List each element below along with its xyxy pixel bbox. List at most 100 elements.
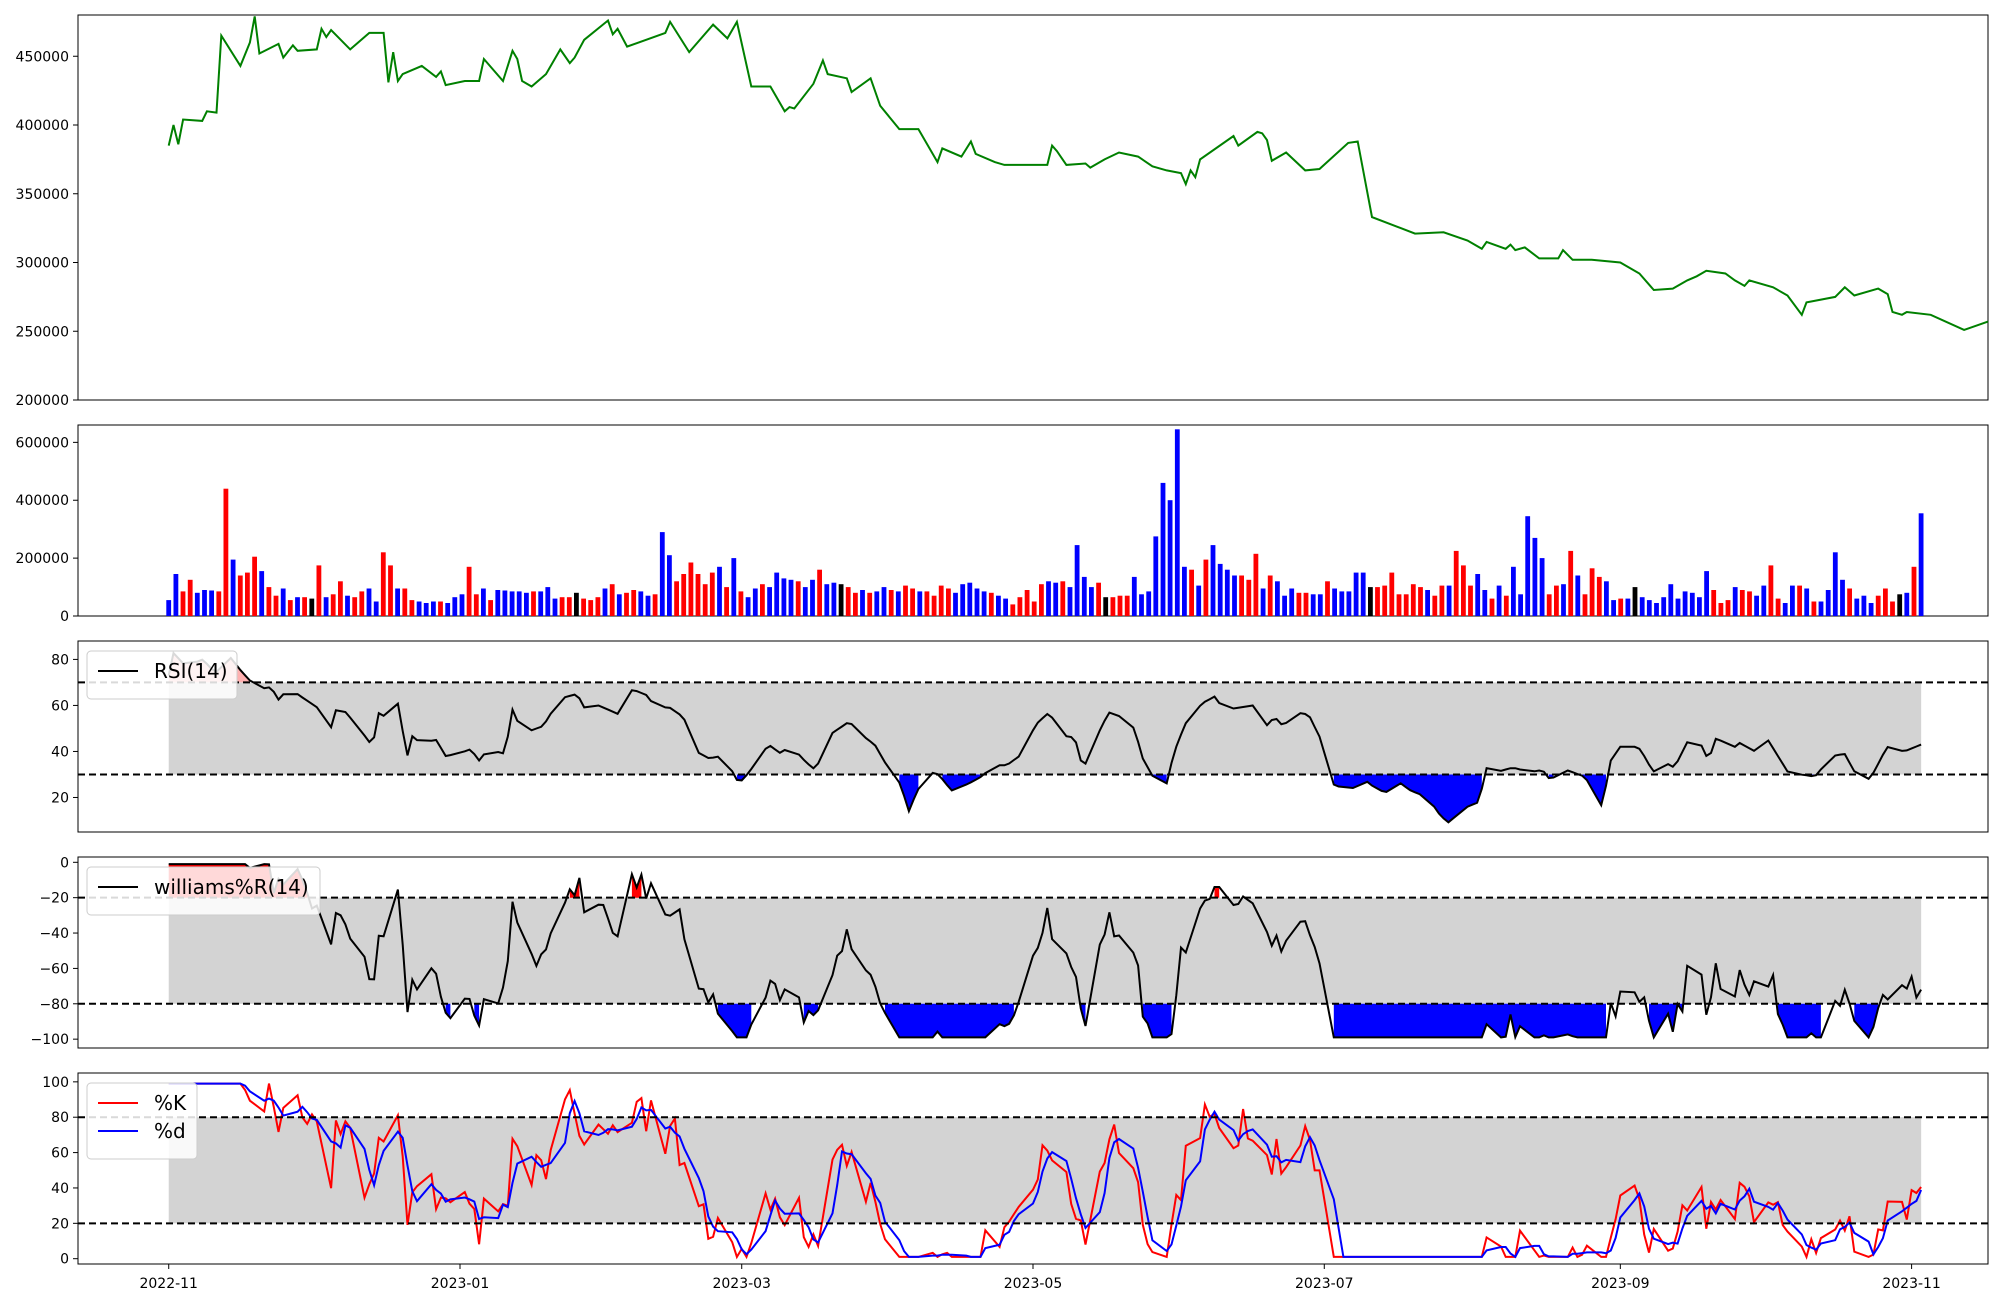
volume-bar bbox=[395, 588, 400, 616]
volume-bar bbox=[1475, 574, 1481, 616]
volume-bar bbox=[245, 572, 250, 616]
volume-bar bbox=[509, 591, 515, 616]
williams-ytick-label: −20 bbox=[39, 891, 69, 907]
volume-bar bbox=[1403, 594, 1409, 616]
price-panel-frame bbox=[77, 14, 1989, 401]
volume-bar bbox=[1046, 581, 1051, 616]
volume-bar bbox=[767, 587, 772, 616]
volume-bar bbox=[1697, 597, 1702, 616]
volume-bar bbox=[1739, 590, 1745, 616]
volume-bar bbox=[788, 579, 794, 616]
volume-bar bbox=[531, 591, 536, 616]
williams-oversold-fill bbox=[474, 1003, 480, 1026]
volume-bar bbox=[1174, 429, 1180, 616]
volume-bar bbox=[659, 532, 665, 616]
volume-bar bbox=[1546, 594, 1552, 616]
volume-bar bbox=[1039, 584, 1044, 616]
volume-bar bbox=[1489, 598, 1495, 616]
williams-panel: −100 −80 −60 −40 −20 0 williams%R(14) bbox=[31, 855, 1989, 1049]
williams-legend-box bbox=[86, 866, 321, 916]
volume-bar bbox=[1890, 601, 1895, 616]
volume-bar bbox=[688, 562, 694, 616]
volume-bar bbox=[1718, 603, 1724, 616]
volume-bar bbox=[1453, 550, 1459, 616]
volume-bar bbox=[774, 572, 780, 616]
volume-bar bbox=[173, 574, 179, 616]
volume-bar bbox=[1010, 604, 1016, 616]
volume-bar bbox=[1632, 587, 1638, 616]
volume-bar bbox=[1031, 601, 1037, 616]
volume-bar bbox=[1053, 582, 1059, 616]
volume-bar bbox=[1918, 513, 1924, 616]
volume-bar bbox=[810, 579, 815, 616]
volume-bar bbox=[1410, 584, 1416, 616]
volume-bar bbox=[702, 584, 708, 616]
volume-bar bbox=[1368, 587, 1373, 616]
williams-panel-frame bbox=[77, 856, 1989, 1049]
volume-bar bbox=[602, 588, 608, 616]
volume-bar bbox=[237, 575, 243, 616]
volume-bar bbox=[1468, 585, 1473, 616]
volume-bar bbox=[1518, 594, 1523, 616]
volume-bar bbox=[295, 597, 300, 616]
volume-bar bbox=[423, 603, 429, 616]
volume-bar bbox=[502, 590, 508, 616]
volume-bar bbox=[1346, 591, 1352, 616]
volume-bar bbox=[1396, 594, 1402, 616]
williams-ytick-label: −100 bbox=[31, 1032, 69, 1048]
rsi-panel-frame bbox=[77, 640, 1989, 833]
volume-bar bbox=[1217, 563, 1223, 616]
volume-bar bbox=[588, 600, 594, 616]
volume-bar bbox=[845, 587, 851, 616]
volume-bar bbox=[1260, 588, 1266, 616]
volume-bar bbox=[1024, 590, 1030, 616]
volume-bar bbox=[917, 591, 923, 616]
stochastic-panel: 0 20 40 60 80 100 %K %d bbox=[42, 1072, 1989, 1268]
stoch-ytick-label: 20 bbox=[51, 1216, 69, 1232]
volume-bar bbox=[838, 584, 844, 616]
volume-bar bbox=[1661, 597, 1667, 616]
volume-bar bbox=[1246, 579, 1252, 616]
volume-bar bbox=[1224, 569, 1230, 616]
williams-oversold-fill bbox=[717, 1003, 752, 1038]
volume-bar bbox=[452, 597, 458, 616]
volume-bar bbox=[1754, 595, 1759, 616]
volume-bar bbox=[1232, 575, 1237, 616]
volume-bar bbox=[1804, 588, 1810, 616]
volume-bar bbox=[180, 591, 186, 616]
volume-bar bbox=[338, 581, 343, 616]
volume-bar bbox=[745, 597, 751, 616]
volume-bar bbox=[1539, 558, 1545, 616]
volume-bar bbox=[974, 588, 980, 616]
volume-bar bbox=[652, 594, 658, 616]
stoch-neutral-band bbox=[168, 1117, 1922, 1224]
volume-bar bbox=[1282, 595, 1287, 616]
volume-bar bbox=[738, 591, 744, 616]
volume-bar bbox=[1582, 594, 1588, 616]
price-ytick-label: 300000 bbox=[16, 256, 69, 272]
rsi-ytick-label: 80 bbox=[51, 652, 69, 668]
volume-bar bbox=[802, 587, 808, 616]
volume-bar bbox=[416, 601, 422, 616]
volume-bar bbox=[1074, 545, 1080, 616]
volume-ytick-label: 600000 bbox=[16, 435, 69, 451]
volume-bar bbox=[1239, 575, 1244, 616]
volume-bar bbox=[967, 582, 973, 616]
volume-bar bbox=[194, 592, 200, 616]
volume-bar bbox=[1418, 587, 1423, 616]
williams-ytick-label: −60 bbox=[39, 961, 69, 977]
volume-bar bbox=[1253, 553, 1259, 616]
volume-bar bbox=[223, 488, 229, 616]
volume-bar bbox=[1375, 587, 1380, 616]
volume-bar bbox=[1081, 576, 1087, 616]
rsi-ytick-label: 40 bbox=[51, 744, 69, 760]
volume-bar bbox=[1618, 598, 1624, 616]
williams-oversold-fill bbox=[1649, 1003, 1683, 1038]
volume-bar bbox=[1439, 585, 1445, 616]
volume-bar bbox=[1675, 598, 1681, 616]
volume-bar bbox=[831, 582, 837, 616]
price-panel: 200000 250000 300000 350000 400000 450000 bbox=[16, 14, 1989, 409]
volume-bar bbox=[1689, 592, 1695, 616]
volume-bar bbox=[1446, 585, 1452, 616]
